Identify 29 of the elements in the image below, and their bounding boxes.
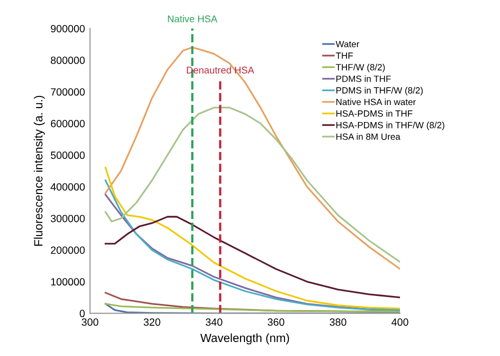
y-tick-label: 400000	[50, 183, 85, 191]
y-tick-label: 800000	[50, 56, 85, 64]
y-tick-label: 500000	[50, 152, 85, 159]
ref-line-label: Native HSA	[168, 15, 218, 22]
x-tick-label: 380	[330, 318, 346, 326]
legend-label: Water	[336, 40, 360, 48]
y-tick-label: 900000	[50, 24, 85, 32]
ref-line-label: Denautred HSA	[186, 66, 254, 74]
x-tick-label: 340	[206, 318, 222, 326]
legend-label: Native HSA in water	[336, 98, 416, 106]
x-tick-label: 320	[144, 318, 160, 326]
y-tick-label: 700000	[50, 88, 85, 96]
y-tick-label: 100000	[51, 278, 85, 286]
legend-label: THF	[336, 52, 353, 59]
x-axis-title: Wavelength (nm)	[200, 333, 289, 344]
legend-label: HSA-PDMS in THF	[336, 110, 412, 117]
x-tick-label: 400	[392, 318, 408, 326]
legend-label: HSA-PDMS in THF/W (8/2)	[336, 122, 444, 130]
legend-label: HSA in 8M Urea	[336, 133, 400, 140]
y-axis-title: Fluorescence intensity (a. u.)	[34, 96, 45, 246]
legend-label: PDMS in THF/W (8/2)	[336, 86, 423, 96]
x-tick-label: 300	[82, 318, 98, 326]
legend-label: PDMS in THF	[336, 75, 391, 82]
y-tick-label: 600000	[50, 120, 85, 128]
y-tick-label: 200000	[50, 246, 85, 254]
y-tick-label: 0	[80, 310, 85, 318]
x-tick-label: 360	[268, 318, 284, 326]
legend-label: THF/W (8/2)	[336, 64, 385, 72]
y-tick-label: 300000	[50, 214, 85, 222]
